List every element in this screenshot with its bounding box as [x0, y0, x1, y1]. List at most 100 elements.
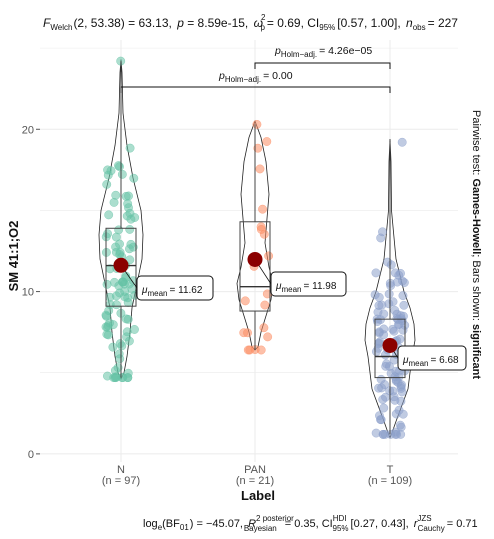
box-n	[105, 227, 137, 307]
svg-text:μmean= 11.62: μmean = 11.62	[141, 285, 203, 298]
data-point-n	[121, 191, 131, 201]
x-tick-label: N	[117, 464, 125, 476]
data-point-n	[125, 224, 135, 234]
data-point-t	[370, 290, 380, 300]
data-point-pan	[245, 345, 255, 355]
data-point-t	[398, 291, 408, 301]
data-point-t	[399, 300, 409, 310]
data-point-t	[396, 381, 406, 391]
data-point-t	[384, 299, 394, 309]
data-point-n	[117, 169, 127, 179]
data-point-n	[111, 232, 121, 242]
data-point-n	[125, 143, 135, 153]
data-point-t	[388, 386, 398, 396]
point-layer	[101, 56, 410, 439]
data-point-n	[123, 314, 133, 324]
data-point-t	[380, 380, 390, 390]
data-point-t	[376, 233, 386, 243]
data-point-n	[123, 293, 133, 303]
x-tick-count: (n = 97)	[102, 475, 140, 487]
svg-text:μmean= 6.68: μmean = 6.68	[402, 355, 459, 368]
data-point-n	[102, 329, 112, 339]
mean-label-pan: μmean = 11.98	[270, 271, 347, 297]
bracket-layer	[120, 62, 391, 93]
data-point-n	[130, 325, 139, 334]
data-point-n	[129, 173, 139, 183]
data-point-t	[386, 429, 396, 439]
data-point-t	[390, 305, 400, 315]
x-tick-count: (n = 21)	[236, 475, 274, 487]
data-point-t	[393, 320, 403, 330]
data-point-pan	[262, 137, 272, 146]
data-point-n	[115, 162, 124, 172]
data-point-t	[376, 415, 386, 425]
data-point-t	[374, 301, 384, 310]
data-point-t	[398, 409, 408, 419]
svg-text:μmean= 11.98: μmean = 11.98	[275, 281, 337, 294]
data-point-n	[108, 342, 118, 352]
data-point-n	[124, 336, 134, 346]
mean-point-n	[113, 257, 129, 273]
data-point-n	[111, 247, 121, 257]
data-point-pan	[252, 119, 262, 129]
data-point-n	[115, 354, 125, 364]
data-point-n	[117, 341, 127, 351]
data-point-t	[379, 403, 389, 413]
data-point-pan	[240, 296, 250, 306]
box-pan	[239, 221, 271, 312]
data-point-pan	[239, 328, 249, 338]
chart-stats-title: FWelch(2, 53.38) = 63.13, p = 8.59e-15, …	[43, 13, 458, 32]
data-point-n	[125, 208, 135, 218]
data-point-t	[374, 328, 384, 338]
pairwise-side-note: Pairwise test: Games-Howell; Bars shown:…	[470, 110, 482, 379]
data-point-t	[396, 396, 406, 406]
data-point-n	[102, 179, 112, 189]
data-point-t	[394, 270, 404, 280]
bracket-n-t	[120, 86, 391, 93]
data-point-n	[105, 318, 115, 328]
y-axis-title: SM 41:1;O2	[6, 221, 21, 292]
data-point-t	[386, 260, 396, 270]
mean-point-pan	[247, 251, 263, 267]
data-point-t	[397, 137, 407, 147]
data-point-pan	[253, 143, 263, 153]
data-point-n	[109, 197, 119, 207]
bayes-caption: loge(BF01) = −45.07, R2 posterior Bayesia…	[143, 514, 478, 533]
x-axis-title: Label	[241, 488, 275, 503]
mean-layer	[113, 251, 399, 359]
data-point-pan	[263, 332, 273, 342]
x-tick-count: (n = 109)	[368, 475, 412, 487]
data-point-t	[373, 343, 383, 353]
data-point-n	[102, 279, 112, 289]
y-tick-label: 20	[22, 124, 34, 136]
data-point-t	[389, 326, 399, 336]
data-point-t	[385, 361, 394, 371]
data-point-t	[381, 392, 390, 402]
data-point-n	[123, 373, 133, 383]
data-point-n	[123, 199, 133, 209]
mean-label-t: μmean = 6.68	[397, 345, 467, 371]
data-point-n	[104, 210, 114, 220]
data-point-pan	[255, 164, 265, 174]
mean-point-t	[382, 337, 398, 353]
x-tick-label: T	[387, 464, 394, 476]
data-point-t	[371, 268, 381, 278]
data-point-pan	[256, 225, 266, 234]
y-tick-label: 0	[28, 449, 34, 461]
data-point-pan	[258, 204, 268, 214]
data-point-n	[110, 366, 120, 375]
data-point-n	[126, 239, 136, 249]
data-point-t	[384, 289, 394, 299]
data-point-t	[371, 428, 381, 438]
data-point-pan	[264, 251, 274, 261]
x-tick-label: PAN	[244, 464, 266, 476]
data-point-n	[114, 281, 124, 291]
bracket-pan-t	[254, 62, 391, 69]
pvalue-label-pan-t: pHolm−adj. = 4.26e−05	[274, 45, 372, 59]
data-point-n	[106, 166, 116, 176]
data-point-t	[396, 422, 406, 432]
mean-label-n: μmean = 11.62	[136, 275, 214, 301]
data-point-pan	[259, 323, 269, 333]
